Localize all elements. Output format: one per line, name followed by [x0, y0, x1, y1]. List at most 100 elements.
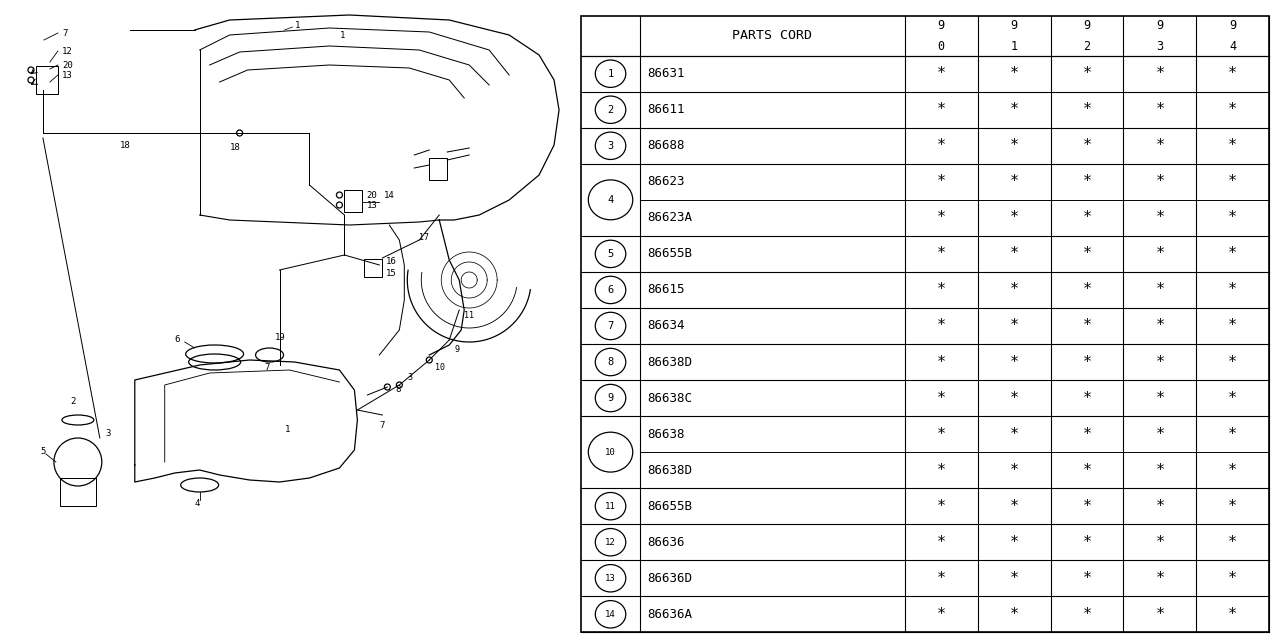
Text: PARTS CORD: PARTS CORD — [732, 29, 813, 42]
Bar — [344, 190, 362, 212]
Text: 19: 19 — [274, 333, 285, 342]
Text: 86655B: 86655B — [646, 248, 692, 260]
Text: *: * — [1229, 319, 1238, 333]
Text: *: * — [937, 463, 946, 477]
Text: *: * — [937, 282, 946, 298]
Text: 86636D: 86636D — [646, 572, 692, 585]
Text: 11: 11 — [465, 310, 474, 319]
Text: *: * — [1010, 66, 1019, 81]
Text: 86615: 86615 — [646, 284, 685, 296]
Text: 86611: 86611 — [646, 103, 685, 116]
Text: *: * — [1156, 102, 1165, 117]
Text: 6: 6 — [608, 285, 613, 295]
Text: *: * — [937, 138, 946, 153]
Text: *: * — [937, 607, 946, 622]
Text: *: * — [1010, 427, 1019, 442]
Bar — [36, 66, 58, 94]
Text: 1: 1 — [284, 426, 289, 435]
Text: *: * — [1229, 211, 1238, 225]
Text: 1: 1 — [1010, 40, 1018, 52]
Text: *: * — [937, 66, 946, 81]
Text: *: * — [1229, 102, 1238, 117]
Text: *: * — [1010, 102, 1019, 117]
Text: 4: 4 — [1229, 40, 1236, 52]
Text: 86688: 86688 — [646, 140, 685, 152]
Text: *: * — [1156, 138, 1165, 153]
Text: *: * — [1156, 246, 1165, 261]
Text: *: * — [1010, 282, 1019, 298]
Text: *: * — [1083, 246, 1092, 261]
Text: *: * — [1083, 427, 1092, 442]
Text: *: * — [1010, 607, 1019, 622]
Text: *: * — [937, 319, 946, 333]
Text: 86638C: 86638C — [646, 392, 692, 404]
Text: *: * — [1010, 138, 1019, 153]
Text: *: * — [937, 102, 946, 117]
Text: *: * — [1010, 499, 1019, 514]
Text: 86638D: 86638D — [646, 463, 692, 477]
Text: *: * — [1156, 211, 1165, 225]
Text: 13: 13 — [366, 200, 378, 209]
Text: 11: 11 — [605, 502, 616, 511]
Text: *: * — [1156, 390, 1165, 406]
Text: 86636A: 86636A — [646, 608, 692, 621]
Text: *: * — [937, 174, 946, 189]
Text: 86631: 86631 — [646, 67, 685, 80]
Text: 5: 5 — [40, 447, 45, 456]
Text: *: * — [1156, 174, 1165, 189]
Text: *: * — [1229, 390, 1238, 406]
Text: *: * — [1229, 571, 1238, 586]
Text: *: * — [1083, 211, 1092, 225]
Text: 86623: 86623 — [646, 175, 685, 188]
Text: 9: 9 — [937, 19, 945, 32]
Text: 9: 9 — [1010, 19, 1018, 32]
Text: 2: 2 — [1083, 40, 1091, 52]
Text: 17: 17 — [420, 234, 429, 243]
Text: 9: 9 — [608, 393, 613, 403]
Text: *: * — [1156, 607, 1165, 622]
Text: 3: 3 — [608, 141, 613, 151]
Text: 86655B: 86655B — [646, 500, 692, 513]
Text: *: * — [1229, 174, 1238, 189]
Text: 16: 16 — [387, 257, 397, 266]
Text: *: * — [1010, 174, 1019, 189]
Text: *: * — [937, 571, 946, 586]
Text: *: * — [937, 246, 946, 261]
Text: *: * — [1229, 355, 1238, 369]
Text: 0: 0 — [937, 40, 945, 52]
Text: 12: 12 — [605, 538, 616, 547]
Text: 20: 20 — [366, 191, 378, 200]
Text: *: * — [1083, 319, 1092, 333]
Text: *: * — [1156, 463, 1165, 477]
Text: 7: 7 — [379, 420, 385, 429]
Text: *: * — [1010, 390, 1019, 406]
Text: 6: 6 — [174, 335, 180, 344]
Text: *: * — [1156, 282, 1165, 298]
Text: 1: 1 — [608, 68, 613, 79]
Text: 7: 7 — [61, 29, 68, 38]
Text: *: * — [1010, 534, 1019, 550]
Text: *: * — [1010, 571, 1019, 586]
Text: *: * — [1229, 499, 1238, 514]
Text: *: * — [937, 211, 946, 225]
Text: *: * — [937, 390, 946, 406]
Text: *: * — [1083, 499, 1092, 514]
Text: *: * — [1083, 463, 1092, 477]
Text: 13: 13 — [61, 70, 73, 79]
Text: *: * — [1083, 534, 1092, 550]
Text: 2: 2 — [608, 105, 613, 115]
Text: *: * — [1229, 534, 1238, 550]
Text: 86634: 86634 — [646, 319, 685, 332]
Text: 14: 14 — [384, 191, 396, 200]
Text: *: * — [1010, 355, 1019, 369]
Text: 1: 1 — [339, 31, 344, 40]
Text: 9: 9 — [1229, 19, 1236, 32]
Text: 10: 10 — [435, 364, 445, 372]
Text: *: * — [1156, 319, 1165, 333]
Text: 86636: 86636 — [646, 536, 685, 548]
Text: 5: 5 — [608, 249, 613, 259]
Text: *: * — [1156, 427, 1165, 442]
Text: 12: 12 — [61, 47, 73, 56]
Text: *: * — [1083, 102, 1092, 117]
Text: 4: 4 — [608, 195, 613, 205]
